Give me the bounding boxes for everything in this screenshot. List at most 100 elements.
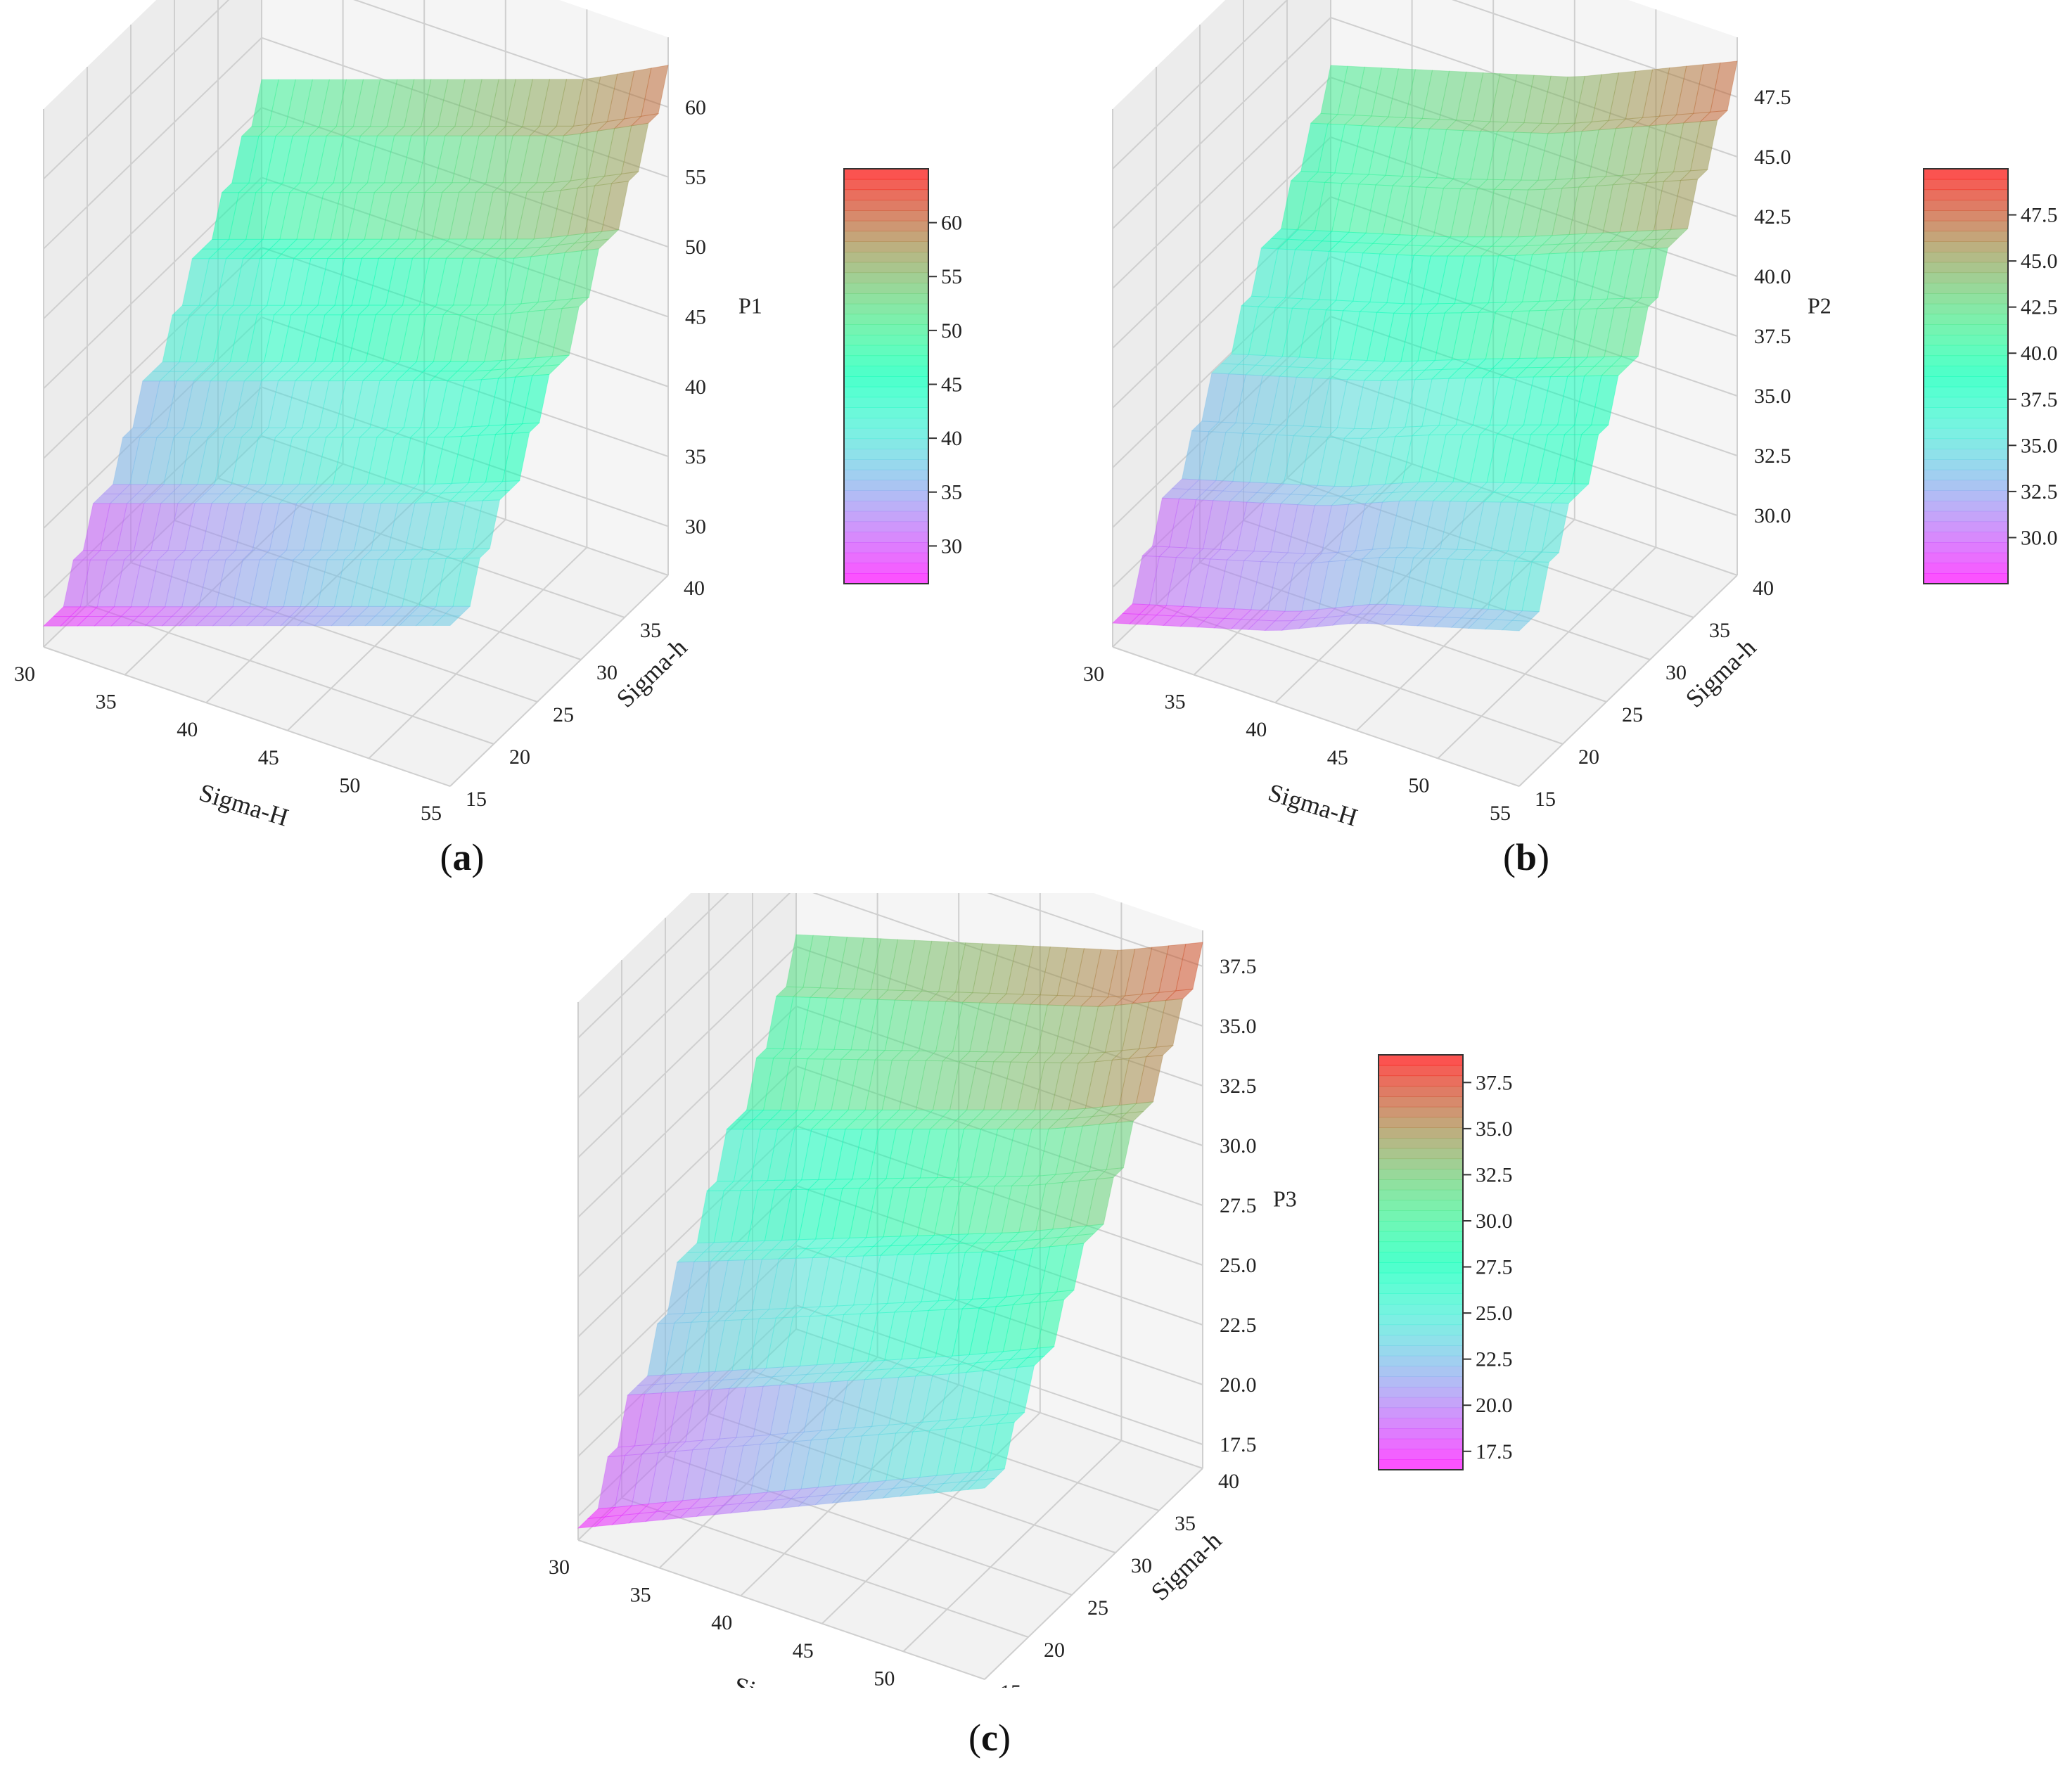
colorbar-tick-label: 37.5: [1476, 1071, 1513, 1094]
surface-facet: [1016, 1355, 1045, 1368]
colorbar-band: [1379, 1117, 1463, 1128]
gridline: [902, 1440, 1123, 1653]
caption-b: (b): [1502, 836, 1549, 878]
surface-facet: [1660, 228, 1689, 240]
z-tick-label: 30.0: [1754, 504, 1791, 527]
colorbar-band: [844, 345, 928, 357]
x-axis-label: Sigma-H: [731, 1671, 826, 1688]
y-tick-label: 35: [1709, 619, 1730, 642]
colorbar-band: [1379, 1158, 1463, 1169]
colorbar-band: [1924, 552, 2008, 564]
y-tick-label: 30: [1131, 1554, 1152, 1577]
colorbar-tick-label: 22.5: [1476, 1348, 1513, 1371]
caption-c-letter: c: [981, 1717, 998, 1759]
surface-facet: [1165, 988, 1194, 1001]
surface-facet: [1541, 502, 1570, 553]
colorbar-band: [1924, 303, 2008, 315]
colorbar-tick-label: 50: [941, 319, 962, 342]
y-tick-label: 40: [684, 577, 705, 600]
colorbar-band: [1924, 169, 2008, 180]
y-tick-label: 15: [1535, 788, 1556, 811]
colorbar-band: [1379, 1169, 1463, 1180]
surface-facet: [432, 615, 461, 626]
z-tick-label: 35: [685, 445, 706, 468]
colorbar-band: [1379, 1231, 1463, 1243]
x-axis-label: Sigma-H: [196, 778, 292, 830]
x-tick-label: 55: [1490, 802, 1511, 825]
z-tick-label: 17.5: [1220, 1433, 1257, 1456]
x-tick-label: 30: [14, 662, 35, 686]
z-tick-label: 30.0: [1220, 1134, 1257, 1158]
surface-facet: [1501, 620, 1530, 632]
y-tick-label: 30: [1665, 661, 1687, 684]
y-tick-label: 40: [1753, 577, 1774, 600]
z-axis-label: P1: [738, 293, 762, 319]
colorbar-band: [844, 552, 928, 564]
colorbar-band: [1924, 480, 2008, 491]
y-tick-label: 30: [596, 661, 618, 684]
colorbar-band: [844, 428, 928, 440]
x-tick-label: 50: [339, 774, 360, 797]
colorbar-tick-label: 40.0: [2021, 342, 2058, 365]
gridline: [87, 604, 494, 745]
surface-facet: [1066, 1233, 1095, 1246]
colorbar-band: [844, 563, 928, 574]
colorbar-band: [1924, 397, 2008, 408]
gridline: [1112, 77, 1331, 289]
colorbar-tick-label: 30.0: [1476, 1210, 1513, 1233]
colorbar-band: [1379, 1106, 1463, 1118]
colorbar-tick-label: 25.0: [1476, 1302, 1513, 1325]
z-axis-label: P3: [1273, 1186, 1297, 1212]
colorbar-band: [844, 324, 928, 335]
colorbar-band: [844, 438, 928, 449]
panel-b: 30 35 40 45 50 55 15 20 25 30 35 40 30.0 32.5 35.0 37.5…: [1069, 0, 2072, 830]
colorbar-band: [1924, 407, 2008, 418]
colorbar-band: [1924, 459, 2008, 470]
colorbar-band: [1379, 1335, 1463, 1346]
colorbar-band: [1379, 1179, 1463, 1191]
surface-facet: [1571, 434, 1599, 485]
x-tick-label: 50: [1408, 774, 1429, 797]
colorbar-band: [1924, 335, 2008, 346]
z-tick-label: 42.5: [1754, 205, 1791, 229]
colorbar-band: [844, 459, 928, 470]
surface-facet: [1125, 1101, 1154, 1114]
colorbar-band: [1379, 1086, 1463, 1097]
colorbar-tick-label: 60: [941, 212, 962, 235]
colorbar-band: [1379, 1345, 1463, 1357]
gridline: [1518, 575, 1738, 787]
surface-facet: [1075, 1224, 1105, 1236]
colorbar-band: [844, 407, 928, 418]
colorbar-band: [844, 521, 928, 532]
gridline: [43, 107, 262, 319]
panel-c: 30354045505515202530354017.520.022.525.0…: [535, 893, 1547, 1688]
y-tick-label: 40: [1218, 1470, 1239, 1493]
z-tick-label: 32.5: [1754, 444, 1791, 468]
gridline: [1437, 546, 1657, 759]
colorbar-tick-label: 17.5: [1476, 1440, 1513, 1463]
colorbar-frame: [1378, 1054, 1464, 1470]
y-tick-label: 20: [1044, 1639, 1065, 1662]
colorbar-band: [1924, 511, 2008, 523]
colorbar-band: [1379, 1397, 1463, 1409]
z-tick-label: 27.5: [1220, 1194, 1257, 1217]
colorbar-band: [1924, 449, 2008, 460]
colorbar-band: [844, 169, 928, 180]
y-tick-label: 35: [640, 619, 661, 642]
gridline: [984, 1468, 1203, 1680]
surface-plot-b: 30 35 40 45 50 55 15 20 25 30 35 40 30.0 32.5 35.0 37.5…: [1083, 0, 2058, 830]
colorbar-band: [844, 231, 928, 242]
gridline: [577, 1539, 985, 1680]
surface-plot-a: 30 35 40 45 50 55 15 20 25 30 35 40 30 35 40 45 50 55 60 Si…: [14, 0, 962, 830]
colorbar-band: [1924, 189, 2008, 200]
z-tick-label: 37.5: [1220, 955, 1257, 978]
colorbar-band: [1379, 1376, 1463, 1387]
y-axis-label: Sigma-h: [1680, 633, 1762, 713]
colorbar-band: [844, 189, 928, 200]
colorbar-tick-label: 32.5: [1476, 1163, 1513, 1186]
colorbar-band: [1379, 1262, 1463, 1274]
colorbar-band: [844, 418, 928, 429]
colorbar-tick-label: 45: [941, 373, 962, 396]
colorbar-band: [1379, 1366, 1463, 1377]
z-tick-label: 25.0: [1220, 1254, 1257, 1277]
